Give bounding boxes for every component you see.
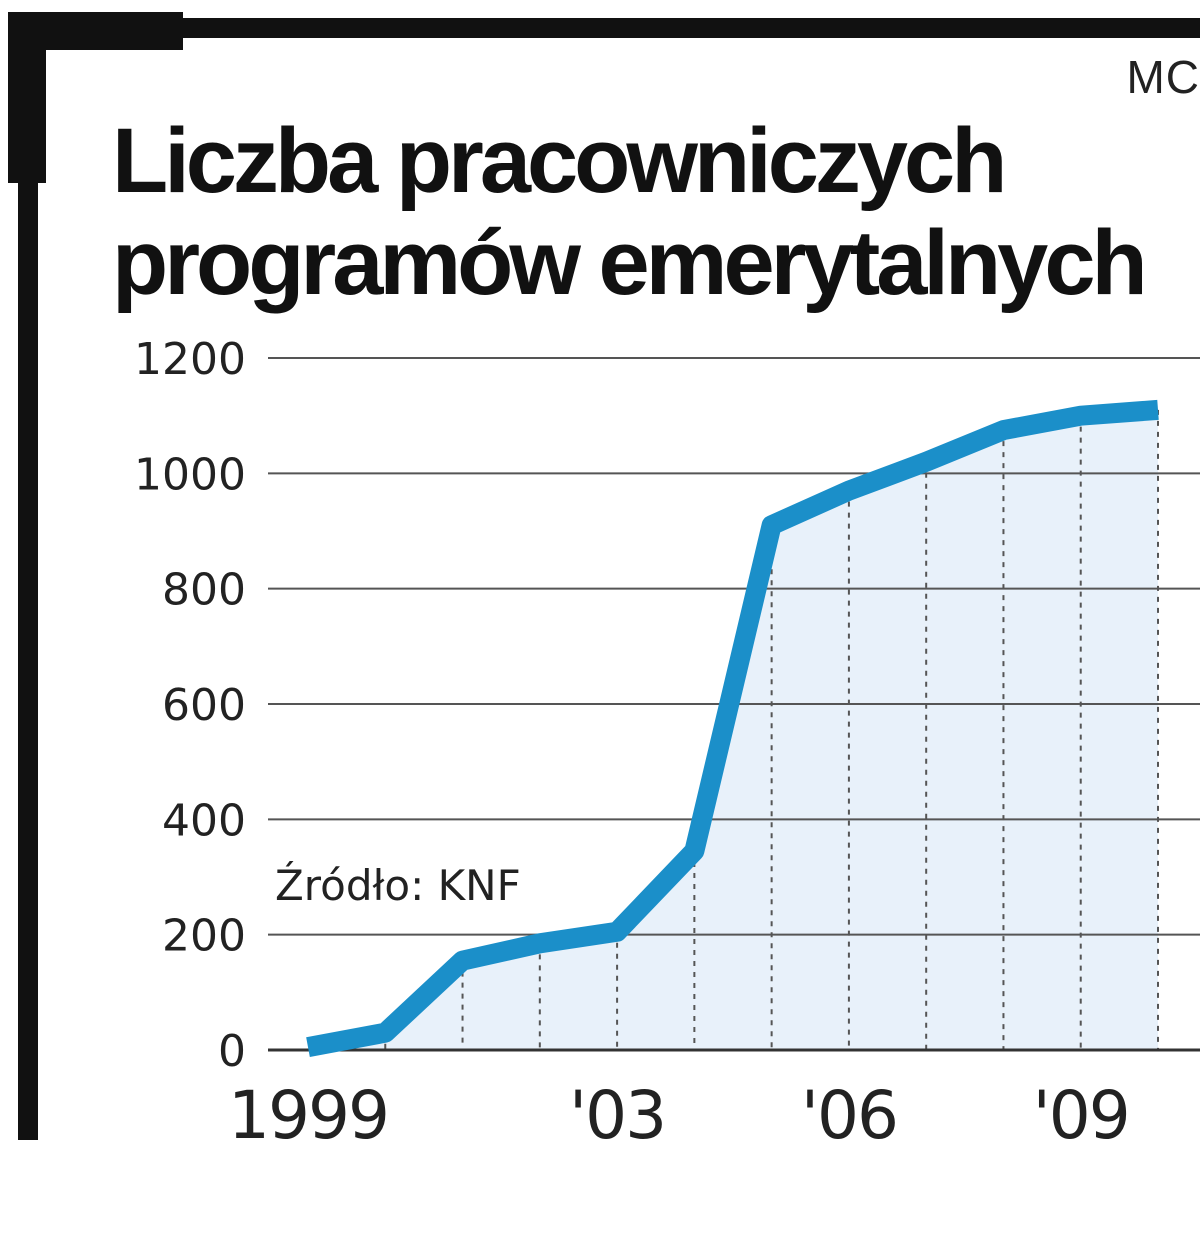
data-point — [1080, 415, 1082, 417]
data-point — [384, 1032, 386, 1034]
horizontal-gridlines — [268, 357, 1200, 1052]
data-point — [771, 524, 773, 526]
data-point — [539, 942, 541, 944]
author-credit: MC — [1126, 51, 1200, 103]
y-tick-label: 1200 — [134, 334, 246, 385]
vertical-gridlines — [384, 409, 1159, 1050]
frame-top-bar — [8, 18, 1200, 38]
data-point — [848, 490, 850, 492]
frame-left-stem — [18, 150, 38, 1140]
y-tick-label: 600 — [162, 680, 246, 731]
series-line — [306, 399, 1159, 1057]
chart-title: Liczba pracowniczych programów emerytaln… — [112, 110, 1148, 314]
data-point — [462, 960, 464, 962]
x-tick-label: '09 — [1033, 1077, 1129, 1154]
x-tick-label: '03 — [569, 1077, 665, 1154]
x-tick-label: 1999 — [228, 1077, 388, 1154]
source-note: Źródło: KNF — [275, 860, 521, 910]
chart-title-line-2: programów emerytalnych — [112, 212, 1148, 314]
x-tick-label: '06 — [801, 1077, 897, 1154]
y-tick-label: 400 — [162, 795, 246, 846]
data-point — [1157, 409, 1159, 411]
data-point — [307, 1046, 309, 1048]
data-point — [925, 461, 927, 463]
data-point — [1002, 429, 1004, 431]
y-tick-label: 800 — [162, 565, 246, 616]
y-axis-ticks: 0 200 400 600 800 1000 1200 — [134, 334, 246, 1077]
chart-title-line-1: Liczba pracowniczych — [112, 110, 1007, 212]
series-line-layer — [306, 399, 1159, 1057]
y-tick-label: 0 — [218, 1026, 246, 1077]
data-point — [616, 931, 618, 933]
y-tick-label: 200 — [162, 911, 246, 962]
data-point — [693, 850, 695, 852]
x-axis-ticks: 1999 '03 '06 '09 — [228, 1077, 1131, 1154]
y-tick-label: 1000 — [134, 449, 246, 500]
